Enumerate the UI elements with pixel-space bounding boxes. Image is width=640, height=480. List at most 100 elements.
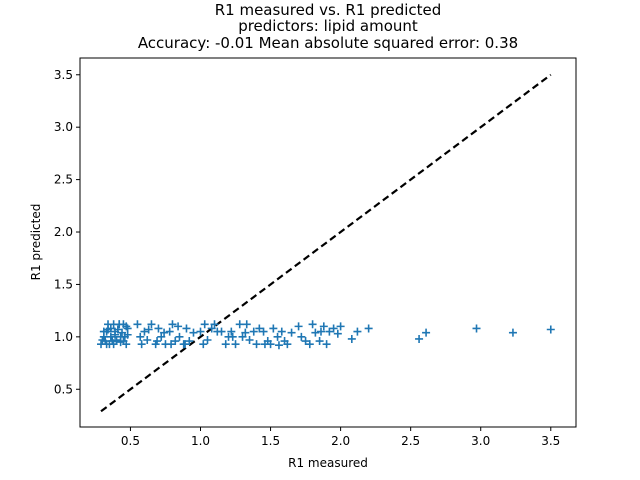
data-point — [336, 322, 345, 331]
data-point — [112, 335, 121, 344]
data-point — [133, 320, 142, 329]
x-tick-label: 3.5 — [541, 434, 560, 448]
data-point — [165, 327, 174, 336]
data-point — [283, 340, 292, 349]
y-tick-label: 2.5 — [54, 173, 73, 187]
data-point — [269, 324, 278, 333]
y-tick-label: 1.0 — [54, 330, 73, 344]
data-point — [104, 325, 113, 334]
data-point — [415, 334, 424, 343]
data-point — [231, 340, 240, 349]
data-point — [235, 320, 244, 329]
data-point — [144, 325, 153, 334]
data-point — [287, 328, 296, 337]
data-point — [249, 327, 258, 336]
data-point — [118, 328, 127, 337]
data-point — [333, 329, 342, 338]
data-point — [273, 332, 282, 341]
data-point — [203, 335, 212, 344]
data-point — [546, 325, 555, 334]
x-tick-label: 2.0 — [331, 434, 350, 448]
x-tick-label: 1.5 — [261, 434, 280, 448]
data-point — [322, 340, 331, 349]
data-point — [153, 337, 162, 346]
y-tick-label: 1.5 — [54, 277, 73, 291]
data-point — [308, 320, 317, 329]
data-point — [245, 335, 254, 344]
data-point — [174, 322, 183, 331]
data-point — [200, 320, 209, 329]
data-point — [353, 327, 362, 336]
data-point — [122, 322, 131, 331]
data-point — [111, 327, 120, 336]
data-point — [98, 335, 107, 344]
data-point — [227, 327, 236, 336]
data-point — [115, 320, 124, 329]
data-point — [241, 328, 250, 337]
data-point — [157, 332, 166, 341]
data-point — [297, 332, 306, 341]
data-point — [123, 330, 132, 339]
data-point — [301, 337, 310, 346]
y-tick-label: 0.5 — [54, 382, 73, 396]
data-point — [315, 337, 324, 346]
data-point — [274, 341, 283, 350]
data-point — [259, 327, 268, 336]
data-point — [347, 334, 356, 343]
data-point — [171, 337, 180, 346]
chart-title-line-2: predictors: lipid amount — [238, 17, 418, 35]
data-point — [508, 328, 517, 337]
data-point — [116, 332, 125, 341]
chart-title-line-3: Accuracy: -0.01 Mean absolute squared er… — [138, 34, 518, 52]
data-point — [325, 327, 334, 336]
data-point — [311, 328, 320, 337]
data-point — [213, 327, 222, 336]
data-point — [160, 328, 169, 337]
data-point — [422, 328, 431, 337]
data-point — [252, 340, 261, 349]
data-point — [137, 340, 146, 349]
data-point — [143, 335, 152, 344]
data-point — [140, 327, 149, 336]
y-axis-label: R1 predicted — [29, 204, 43, 281]
x-tick-label: 2.5 — [401, 434, 420, 448]
data-point — [294, 322, 303, 331]
data-point — [196, 327, 205, 336]
data-point — [305, 340, 314, 349]
data-point — [238, 332, 247, 341]
chart-title-line-1: R1 measured vs. R1 predicted — [215, 1, 442, 19]
data-point — [316, 327, 325, 336]
axes-frame — [79, 57, 577, 428]
data-point — [109, 340, 118, 349]
data-point — [147, 320, 156, 329]
data-point — [175, 332, 184, 341]
data-point — [168, 320, 177, 329]
data-point — [207, 324, 216, 333]
y-tick-label: 2.0 — [54, 225, 73, 239]
data-point — [154, 324, 163, 333]
data-point — [472, 324, 481, 333]
y-axis: 0.5 1.0 1.5 2.0 2.5 3.0 3.5 — [54, 68, 80, 396]
data-point — [189, 328, 198, 337]
x-axis: 0.5 1.0 1.5 2.0 2.5 3.0 3.5 — [121, 427, 560, 448]
y-tick-label: 3.0 — [54, 120, 73, 134]
data-point — [119, 337, 128, 346]
data-point — [266, 340, 275, 349]
data-point — [242, 320, 251, 329]
x-tick-label: 1.0 — [191, 434, 210, 448]
reference-line — [100, 73, 552, 413]
y-tick-label: 3.5 — [54, 68, 73, 82]
data-point — [99, 327, 108, 336]
x-tick-label: 0.5 — [121, 434, 140, 448]
x-tick-label: 3.0 — [471, 434, 490, 448]
data-point — [167, 340, 176, 349]
data-point — [228, 332, 237, 341]
data-point — [136, 332, 145, 341]
plot-content — [97, 73, 555, 413]
data-point — [185, 337, 194, 346]
data-point — [102, 340, 111, 349]
data-point — [255, 324, 264, 333]
data-point — [329, 324, 338, 333]
